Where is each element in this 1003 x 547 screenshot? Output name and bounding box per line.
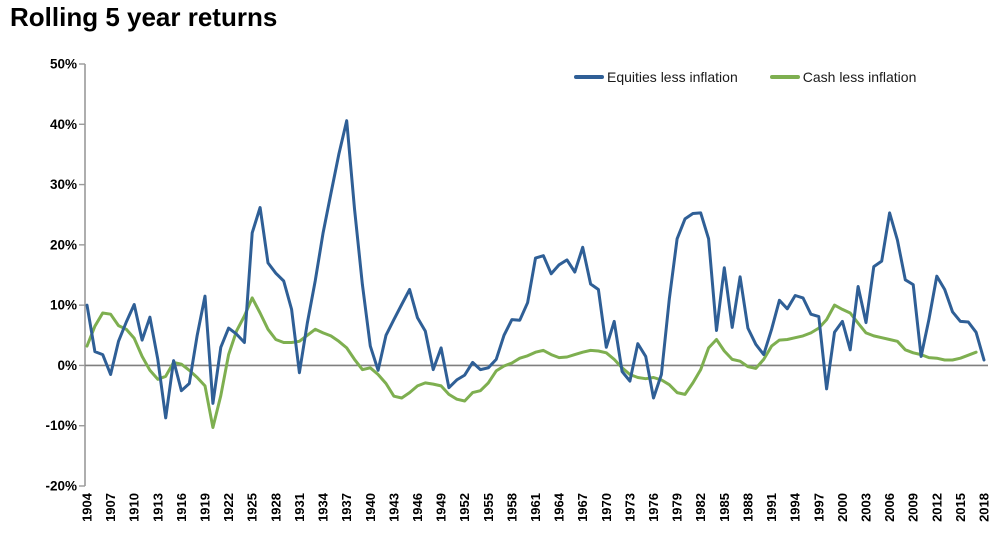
x-tick-label: 1925 xyxy=(245,493,260,522)
x-tick-label: 1967 xyxy=(575,493,590,522)
x-tick-label: 1955 xyxy=(481,493,496,522)
x-tick-label: 1991 xyxy=(764,493,779,522)
x-tick-label: 2009 xyxy=(906,493,921,522)
y-axis-labels: 50% 40% 30% 20% 10% 0% -10% -20% xyxy=(45,57,85,494)
x-tick-label: 1907 xyxy=(103,493,118,522)
x-tick-label: 1970 xyxy=(599,493,614,522)
legend-label-equities: Equities less inflation xyxy=(607,69,738,85)
x-tick-label: 1916 xyxy=(174,493,189,522)
x-tick-label: 2000 xyxy=(835,493,850,522)
x-tick-label: 1922 xyxy=(221,493,236,522)
x-tick-label: 1913 xyxy=(150,493,165,522)
x-tick-label: 1976 xyxy=(646,493,661,522)
y-tick-label: -20% xyxy=(45,479,77,494)
x-tick-label: 1985 xyxy=(717,493,732,522)
equities-line-swatch xyxy=(574,75,604,79)
legend-item-cash: Cash less inflation xyxy=(769,69,917,85)
x-tick-label: 1973 xyxy=(622,493,637,522)
y-tick-label: 40% xyxy=(50,117,77,132)
x-tick-label: 2015 xyxy=(953,493,968,522)
x-tick-label: 1997 xyxy=(811,493,826,522)
x-tick-label: 1946 xyxy=(410,493,425,522)
x-tick-label: 1931 xyxy=(292,493,307,522)
x-tick-label: 1952 xyxy=(457,493,472,522)
y-tick-label: 10% xyxy=(50,298,77,313)
x-tick-label: 2012 xyxy=(929,493,944,522)
x-tick-label: 1988 xyxy=(740,493,755,522)
equities-less-inflation-series-line xyxy=(85,119,986,420)
x-tick-label: 1904 xyxy=(80,492,95,522)
x-tick-label: 1934 xyxy=(316,492,331,522)
x-tick-label: 1961 xyxy=(528,493,543,522)
x-tick-label: 1958 xyxy=(504,493,519,522)
chart-title: Rolling 5 year returns xyxy=(10,2,278,32)
x-tick-label: 2018 xyxy=(977,493,992,522)
x-tick-label: 1949 xyxy=(434,493,449,522)
x-tick-label: 2003 xyxy=(858,493,873,522)
x-tick-label: 1979 xyxy=(670,493,685,522)
y-tick-label: 30% xyxy=(50,177,77,192)
cash-less-inflation-series-line xyxy=(85,296,978,429)
x-tick-label: 1937 xyxy=(339,493,354,522)
legend-label-cash: Cash less inflation xyxy=(802,69,917,85)
x-tick-label: 1994 xyxy=(788,492,803,522)
x-tick-label: 1919 xyxy=(198,493,213,522)
y-tick-label: 0% xyxy=(57,358,77,373)
legend-item-equities: Equities less inflation xyxy=(574,69,738,85)
x-tick-label: 2006 xyxy=(882,493,897,522)
legend: Equities less inflation Cash less inflat… xyxy=(574,69,916,85)
x-tick-label: 1943 xyxy=(386,493,401,522)
cash-line-swatch xyxy=(769,75,800,79)
x-tick-label: 1910 xyxy=(127,493,142,522)
x-tick-label: 1964 xyxy=(552,492,567,522)
x-tick-label: 1982 xyxy=(693,493,708,522)
y-tick-label: 50% xyxy=(50,57,77,72)
x-tick-label: 1928 xyxy=(268,493,283,522)
y-tick-label: 20% xyxy=(50,237,77,252)
y-tick-label: -10% xyxy=(45,418,77,433)
x-tick-label: 1940 xyxy=(363,493,378,522)
x-axis-labels: 1904 1907 1910 1913 1916 1919 1922 1925 1928 1931… xyxy=(80,492,992,522)
